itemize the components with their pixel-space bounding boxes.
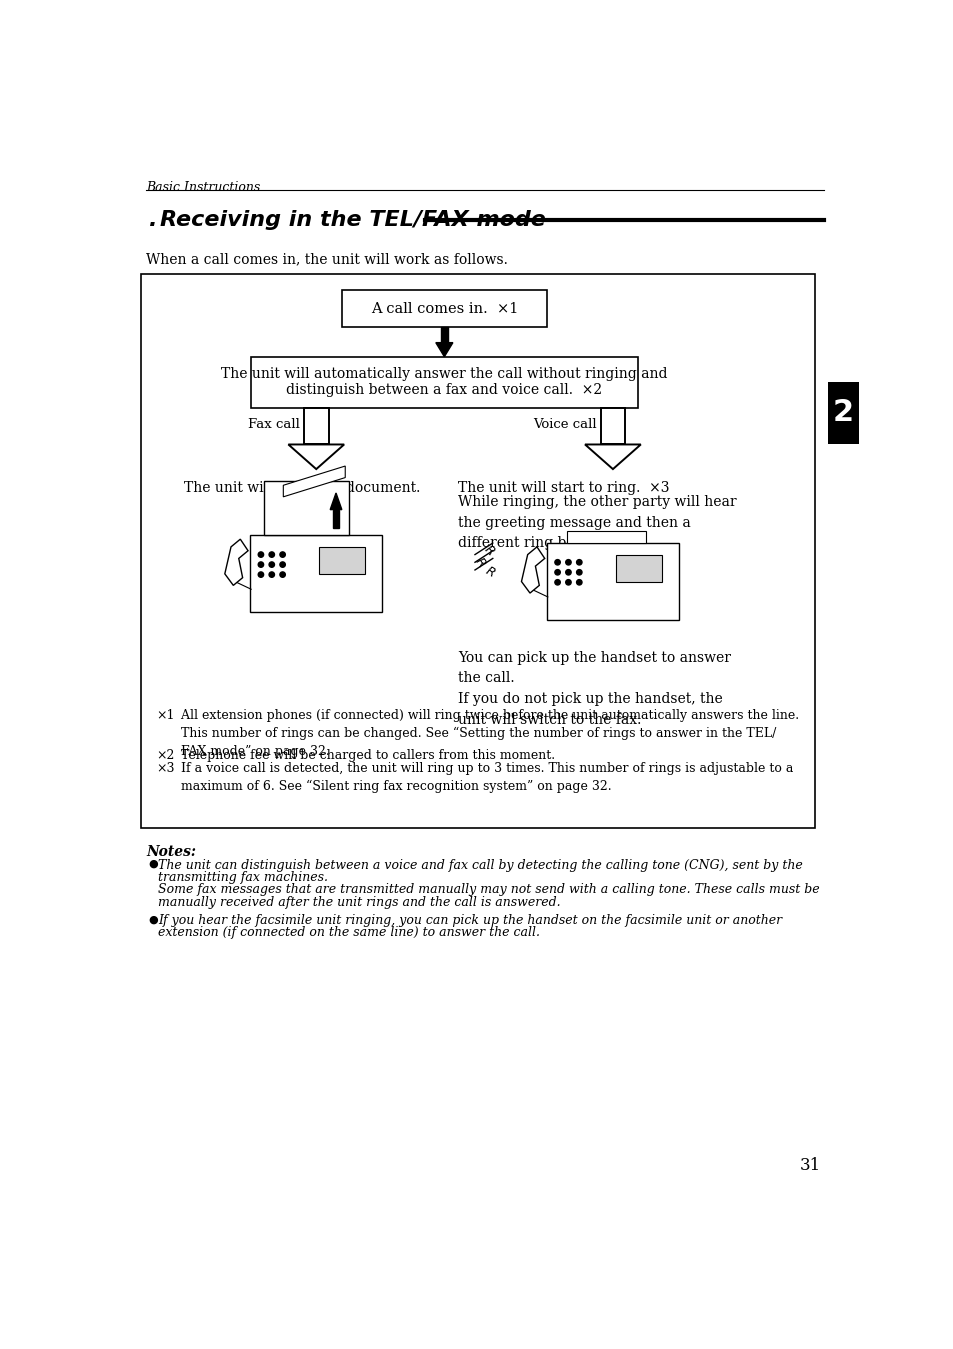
Text: The unit will automatically answer the call without ringing and: The unit will automatically answer the c… bbox=[221, 367, 667, 382]
Polygon shape bbox=[288, 444, 344, 469]
Text: All extension phones (if connected) will ring twice before the unit automaticall: All extension phones (if connected) will… bbox=[173, 708, 799, 758]
Bar bbox=[341, 290, 546, 328]
Polygon shape bbox=[599, 407, 624, 444]
Text: Voice call: Voice call bbox=[533, 418, 596, 430]
Polygon shape bbox=[333, 510, 338, 527]
Text: ×1: ×1 bbox=[156, 708, 174, 722]
Text: .: . bbox=[149, 209, 165, 229]
Bar bbox=[250, 536, 382, 612]
Circle shape bbox=[269, 552, 274, 557]
Polygon shape bbox=[283, 465, 345, 496]
Circle shape bbox=[565, 580, 571, 585]
Text: When a call comes in, the unit will work as follows.: When a call comes in, the unit will work… bbox=[146, 252, 508, 267]
Bar bbox=[546, 544, 679, 621]
Polygon shape bbox=[225, 540, 248, 585]
Circle shape bbox=[279, 563, 285, 568]
Text: While ringing, the other party will hear
the greeting message and then a
differe: While ringing, the other party will hear… bbox=[457, 495, 736, 550]
Circle shape bbox=[565, 569, 571, 575]
Text: Basic Instructions: Basic Instructions bbox=[146, 181, 260, 194]
Polygon shape bbox=[263, 482, 349, 536]
Bar bbox=[827, 382, 858, 444]
Circle shape bbox=[279, 552, 285, 557]
Circle shape bbox=[555, 569, 559, 575]
Text: distinguish between a fax and voice call.  ×2: distinguish between a fax and voice call… bbox=[286, 383, 601, 397]
Text: ×2: ×2 bbox=[156, 749, 174, 762]
Text: R: R bbox=[480, 544, 497, 558]
Circle shape bbox=[565, 560, 571, 565]
Polygon shape bbox=[521, 546, 544, 594]
Circle shape bbox=[269, 563, 274, 568]
Text: Receiving in the TEL/FAX mode: Receiving in the TEL/FAX mode bbox=[159, 209, 545, 229]
Polygon shape bbox=[584, 444, 640, 469]
Circle shape bbox=[258, 563, 263, 568]
Bar bbox=[566, 532, 645, 544]
Circle shape bbox=[576, 560, 581, 565]
Bar bbox=[318, 546, 365, 573]
Text: R: R bbox=[472, 554, 487, 569]
Text: Notes:: Notes: bbox=[146, 844, 196, 859]
Text: The unit can distinguish between a voice and fax call by detecting the calling t: The unit can distinguish between a voice… bbox=[158, 859, 801, 871]
Text: manually received after the unit rings and the call is answered.: manually received after the unit rings a… bbox=[158, 896, 560, 909]
Bar bbox=[615, 554, 661, 581]
Text: A call comes in.  ×1: A call comes in. ×1 bbox=[371, 302, 517, 316]
Text: If you hear the facsimile unit ringing, you can pick up the handset on the facsi: If you hear the facsimile unit ringing, … bbox=[158, 915, 781, 927]
Text: transmitting fax machines.: transmitting fax machines. bbox=[158, 871, 328, 884]
Circle shape bbox=[279, 572, 285, 577]
Circle shape bbox=[576, 580, 581, 585]
Circle shape bbox=[269, 572, 274, 577]
Bar bbox=[141, 274, 815, 828]
Text: The unit will start to ring.  ×3: The unit will start to ring. ×3 bbox=[457, 482, 669, 495]
Polygon shape bbox=[436, 343, 453, 356]
Bar bbox=[251, 356, 638, 407]
Polygon shape bbox=[304, 407, 329, 444]
Polygon shape bbox=[440, 328, 447, 343]
Text: ×3: ×3 bbox=[156, 762, 174, 774]
Text: 2: 2 bbox=[832, 398, 853, 428]
Text: The unit will receive a document.: The unit will receive a document. bbox=[183, 482, 419, 495]
Text: Telephone fee will be charged to callers from this moment.: Telephone fee will be charged to callers… bbox=[173, 749, 555, 762]
Text: 31: 31 bbox=[799, 1157, 820, 1175]
Circle shape bbox=[555, 560, 559, 565]
Text: R: R bbox=[483, 564, 497, 580]
Text: You can pick up the handset to answer
the call.
If you do not pick up the handse: You can pick up the handset to answer th… bbox=[457, 650, 730, 727]
Text: Fax call: Fax call bbox=[248, 418, 299, 430]
Text: Some fax messages that are transmitted manually may not send with a calling tone: Some fax messages that are transmitted m… bbox=[158, 884, 819, 896]
Circle shape bbox=[258, 572, 263, 577]
Circle shape bbox=[555, 580, 559, 585]
Polygon shape bbox=[330, 492, 341, 510]
Circle shape bbox=[576, 569, 581, 575]
Text: ●: ● bbox=[149, 859, 158, 869]
Text: extension (if connected on the same line) to answer the call.: extension (if connected on the same line… bbox=[158, 927, 539, 939]
Circle shape bbox=[258, 552, 263, 557]
Text: ●: ● bbox=[149, 915, 158, 924]
Text: If a voice call is detected, the unit will ring up to 3 times. This number of ri: If a voice call is detected, the unit wi… bbox=[173, 762, 793, 793]
